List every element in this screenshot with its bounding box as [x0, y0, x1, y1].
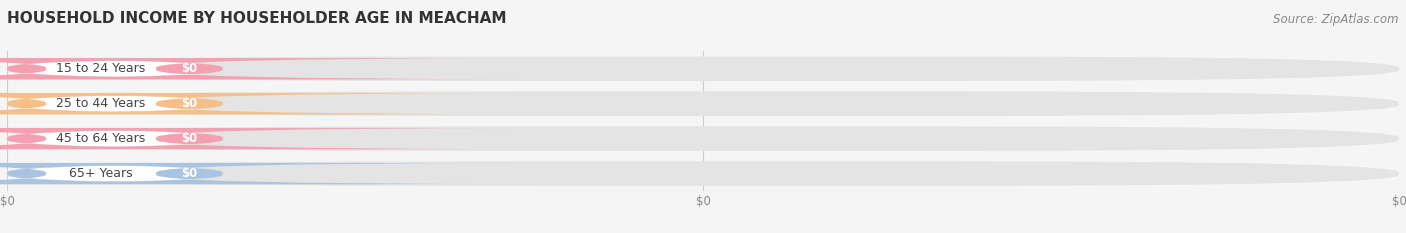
- Text: Source: ZipAtlas.com: Source: ZipAtlas.com: [1274, 13, 1399, 26]
- FancyBboxPatch shape: [0, 93, 382, 114]
- Text: $0: $0: [181, 167, 197, 180]
- Text: $0: $0: [181, 62, 197, 75]
- FancyBboxPatch shape: [0, 58, 531, 79]
- Text: 45 to 64 Years: 45 to 64 Years: [56, 132, 146, 145]
- Text: 25 to 44 Years: 25 to 44 Years: [56, 97, 146, 110]
- Text: HOUSEHOLD INCOME BY HOUSEHOLDER AGE IN MEACHAM: HOUSEHOLD INCOME BY HOUSEHOLDER AGE IN M…: [7, 11, 506, 26]
- FancyBboxPatch shape: [0, 128, 382, 149]
- Text: 15 to 24 Years: 15 to 24 Years: [56, 62, 146, 75]
- FancyBboxPatch shape: [0, 93, 382, 114]
- FancyBboxPatch shape: [7, 92, 1399, 116]
- FancyBboxPatch shape: [0, 58, 382, 79]
- Text: $0: $0: [181, 97, 197, 110]
- FancyBboxPatch shape: [7, 57, 1399, 81]
- FancyBboxPatch shape: [0, 128, 382, 149]
- FancyBboxPatch shape: [0, 163, 382, 184]
- Text: $0: $0: [181, 132, 197, 145]
- FancyBboxPatch shape: [0, 163, 531, 184]
- FancyBboxPatch shape: [0, 163, 382, 184]
- FancyBboxPatch shape: [0, 58, 382, 79]
- FancyBboxPatch shape: [7, 126, 1399, 151]
- Text: 65+ Years: 65+ Years: [69, 167, 132, 180]
- FancyBboxPatch shape: [7, 161, 1399, 186]
- FancyBboxPatch shape: [0, 128, 531, 149]
- FancyBboxPatch shape: [0, 93, 531, 114]
